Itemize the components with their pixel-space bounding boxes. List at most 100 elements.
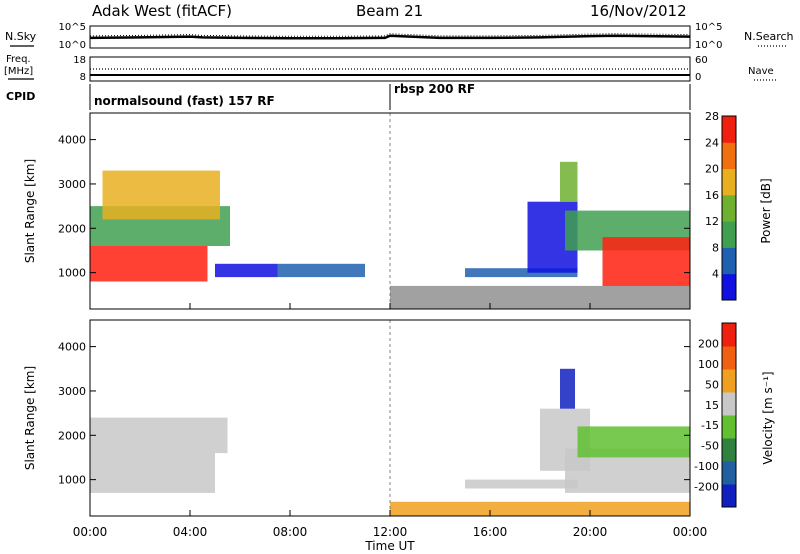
nsearch-label: N.Search xyxy=(744,30,794,43)
velocity-region-3 xyxy=(465,479,578,489)
velocity-colorbar-tick-1: 100 xyxy=(698,358,719,371)
power-region-3 xyxy=(215,263,278,278)
power-ylabel: Slant Range [km] xyxy=(23,159,37,263)
velocity-colorbar-swatch-0 xyxy=(722,484,736,508)
power-colorbar-swatch-6 xyxy=(722,116,736,143)
velocity-colorbar-swatch-1 xyxy=(722,461,736,485)
noise-left-tick-top: 10^5 xyxy=(59,22,86,33)
power-ytick-label-0: 1000 xyxy=(58,267,86,280)
velocity-region-7 xyxy=(560,368,575,409)
nave-label: Nave xyxy=(748,66,774,77)
beam-title: Beam 21 xyxy=(356,2,423,20)
power-region-4 xyxy=(277,263,365,278)
cpid-label: CPID xyxy=(6,90,35,103)
power-colorbar-frame xyxy=(721,115,737,301)
noise-right-tick-top: 10^5 xyxy=(695,22,722,33)
velocity-colorbar-tick-3: 15 xyxy=(705,399,719,412)
x-tick-label-2: 08:00 xyxy=(273,525,308,539)
nsky-trace xyxy=(89,34,691,40)
power-colorbar-label: Power [dB] xyxy=(759,178,773,243)
power-colorbar-tick-5: 24 xyxy=(705,136,719,149)
x-tick-label-6: 00:00 xyxy=(673,525,708,539)
velocity-ytick-label-2: 3000 xyxy=(58,385,86,398)
velocity-panel: 1000 2000 3000 4000 Slant Range [km] 200 100… xyxy=(23,319,775,517)
velocity-colorbar-swatch-3 xyxy=(722,415,736,439)
power-ytick-label-2: 3000 xyxy=(58,178,86,191)
x-tick-label-1: 04:00 xyxy=(173,525,208,539)
velocity-colorbar-tick-5: -50 xyxy=(701,440,719,453)
power-colorbar-swatch-0 xyxy=(722,273,736,301)
station-title: Adak West (fitACF) xyxy=(92,2,232,20)
noise-right-tick-bottom: 10^0 xyxy=(695,40,722,51)
velocity-region-6 xyxy=(577,426,690,458)
freq-nave-panel: Freq. [MHz] Nave 18 8 60 0 xyxy=(4,54,776,83)
freq-left-tick-top: 18 xyxy=(73,55,86,66)
power-colorbar-tick-6: 28 xyxy=(705,110,719,123)
noise-trace xyxy=(89,33,691,40)
velocity-colorbar-tick-2: 50 xyxy=(705,378,719,391)
velocity-ytick-label-1: 2000 xyxy=(58,429,86,442)
mhz-label: [MHz] xyxy=(4,66,33,77)
power-region-10 xyxy=(560,161,578,202)
power-colorbar-tick-0: 4 xyxy=(712,268,719,281)
x-tick-label-4: 16:00 xyxy=(473,525,508,539)
x-tick-label-3: 12:00 xyxy=(373,525,408,539)
power-colorbar-tick-4: 20 xyxy=(705,163,719,176)
velocity-ytick-label-0: 1000 xyxy=(58,474,86,487)
power-colorbar-tick-3: 16 xyxy=(705,189,719,202)
power-panel: 1000 2000 3000 4000 Slant Range [km] 4 8 12 16… xyxy=(23,110,773,310)
power-colorbar-tick-2: 12 xyxy=(705,215,719,228)
velocity-regions xyxy=(90,320,690,516)
x-tick-label-5: 20:00 xyxy=(573,525,608,539)
velocity-region-1 xyxy=(90,417,228,454)
velocity-ytick-label-3: 4000 xyxy=(58,341,86,354)
time-axis: 00:00 04:00 08:00 12:00 16:00 20:00 00:00 xyxy=(73,303,708,539)
velocity-region-2 xyxy=(390,501,690,516)
velocity-colorbar-tick-0: 200 xyxy=(698,337,719,350)
power-yticks: 1000 2000 3000 4000 xyxy=(58,134,690,280)
x-axis-label: Time UT xyxy=(364,539,415,553)
power-colorbar-tick-1: 8 xyxy=(712,241,719,254)
power-region-2 xyxy=(102,170,220,220)
freq-label: Freq. xyxy=(6,54,31,65)
cpid-segment-2: rbsp 200 RF xyxy=(394,82,475,96)
velocity-ylabel: Slant Range [km] xyxy=(23,366,37,470)
power-ytick-label-1: 2000 xyxy=(58,222,86,235)
nsearch-trace xyxy=(89,33,691,37)
power-colorbar-swatch-1 xyxy=(722,247,736,275)
velocity-region-0 xyxy=(90,453,215,493)
velocity-colorbar-tick-4: -15 xyxy=(701,419,719,432)
velocity-colorbar-label: Velocity [m s⁻¹] xyxy=(761,371,775,464)
freq-left-tick-bottom: 8 xyxy=(80,72,86,83)
nave-right-tick-top: 60 xyxy=(695,55,708,66)
velocity-colorbar-tick-7: -200 xyxy=(694,481,719,494)
velocity-colorbar-swatch-4 xyxy=(722,392,736,416)
velocity-colorbar-swatch-6 xyxy=(722,346,736,370)
velocity-colorbar-frame xyxy=(721,322,737,508)
nsky-label: N.Sky xyxy=(5,30,37,43)
power-ytick-label-3: 4000 xyxy=(58,134,86,147)
power-region-9 xyxy=(602,237,690,286)
velocity-colorbar: 200 100 50 15 -15 -50 -100 -200 xyxy=(694,322,737,508)
noise-left-tick-bottom: 10^0 xyxy=(59,40,86,51)
power-colorbar-swatch-4 xyxy=(722,168,736,196)
power-colorbar-swatch-5 xyxy=(722,142,736,170)
date-title: 16/Nov/2012 xyxy=(590,2,687,20)
cpid-panel: CPID normalsound (fast) 157 RF rbsp 200 … xyxy=(6,82,691,110)
noise-panel: N.Sky N.Search 10^5 10^0 10^5 10^0 xyxy=(5,22,794,51)
nave-right-tick-bottom: 0 xyxy=(695,72,701,83)
velocity-colorbar-swatch-5 xyxy=(722,369,736,393)
velocity-colorbar-swatch-7 xyxy=(722,323,736,347)
x-tick-label-0: 00:00 xyxy=(73,525,108,539)
velocity-colorbar-swatch-2 xyxy=(722,438,736,462)
velocity-colorbar-tick-6: -100 xyxy=(694,460,719,473)
power-regions xyxy=(90,113,690,309)
cpid-segment-1: normalsound (fast) 157 RF xyxy=(94,94,275,108)
power-region-0 xyxy=(90,246,208,282)
freq-trace xyxy=(90,68,690,76)
power-colorbar-swatch-2 xyxy=(722,221,736,248)
power-colorbar: 4 8 12 16 20 24 28 xyxy=(705,110,737,301)
power-region-5 xyxy=(390,285,690,309)
power-region-6 xyxy=(465,268,578,278)
